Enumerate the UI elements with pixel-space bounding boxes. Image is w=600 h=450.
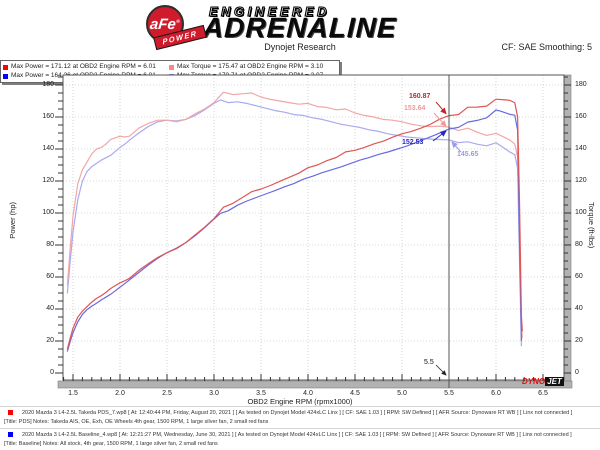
x-axis-tick-label: 3.0 <box>209 390 219 397</box>
afe-logo-text: aFe® <box>149 15 181 33</box>
y-axis-tick-label-right: 80 <box>575 241 583 248</box>
y-axis-tick-label-right: 0 <box>575 369 579 376</box>
annotation-value-label: 160.87 <box>409 93 431 100</box>
annotation-value-label: 152.53 <box>402 139 424 146</box>
y-axis-tick-label-left: 160 <box>42 113 54 120</box>
annotation-value-label: 145.65 <box>457 151 479 158</box>
y-axis-tick-label-right: 40 <box>575 305 583 312</box>
x-axis-tick-label: 1.5 <box>68 390 78 397</box>
file-entry-takeda: 2020 Mazda 3 L4-2.5L Takeda PDS_7.wp8 [ … <box>0 406 600 428</box>
x-axis-tick-label: 6.5 <box>538 390 548 397</box>
file-info-line: 2020 Mazda 3 L4-2.5L Takeda PDS_7.wp8 [ … <box>22 410 573 416</box>
y-axis-title-power: Power (hp) <box>8 202 17 239</box>
legend-swatch-red <box>3 64 8 70</box>
chart-plot-canvas <box>55 74 573 389</box>
x-axis-tick-label: 5.0 <box>397 390 407 397</box>
file-info-line: 2020 Mazda 3 L4-2.5L Baseline_4.wp8 [ At… <box>22 432 572 438</box>
x-axis-tick-label: 4.0 <box>303 390 313 397</box>
x-axis-tick-label: 5.5 <box>444 390 454 397</box>
file-bullet-red <box>8 410 13 415</box>
dyno-chart: Power (hp) Torque (ft-lbs) OBD2 Engine R… <box>0 60 600 406</box>
y-axis-tick-label-right: 120 <box>575 177 587 184</box>
y-axis-tick-label-left: 100 <box>42 209 54 216</box>
file-notes-line: [Title: PDS] Notes: Takeda AIS, OE, Exh,… <box>4 419 269 425</box>
x-axis-tick-label: 4.5 <box>350 390 360 397</box>
legend-label: Max Power = 171.12 at OBD2 Engine RPM = … <box>11 63 156 70</box>
legend-item-max-torque-takeda: Max Torque = 175.47 at OBD2 Engine RPM =… <box>169 63 333 71</box>
file-bullet-blue <box>8 432 13 437</box>
y-axis-tick-label-right: 60 <box>575 273 583 280</box>
y-axis-tick-label-left: 40 <box>46 305 54 312</box>
file-entry-baseline: 2020 Mazda 3 L4-2.5L Baseline_4.wp8 [ At… <box>0 428 600 450</box>
annotation-value-label: 153.64 <box>404 105 426 112</box>
y-axis-tick-label-left: 120 <box>42 177 54 184</box>
y-axis-tick-label-left: 80 <box>46 241 54 248</box>
dynojet-watermark: DYNO JET <box>522 377 564 386</box>
report-subtitle: Dynojet Research <box>264 42 336 52</box>
registered-mark: ® <box>176 18 181 25</box>
x-axis-tick-label: 6.0 <box>491 390 501 397</box>
y-axis-title-torque: Torque (ft-lbs) <box>587 202 596 249</box>
x-axis-tick-label: 2.5 <box>162 390 172 397</box>
legend-swatch-pink <box>169 64 174 70</box>
file-notes-line: [Title: Baseline] Notes: All stock, 4th … <box>4 441 218 447</box>
y-axis-tick-label-right: 20 <box>575 337 583 344</box>
y-axis-tick-label-right: 100 <box>575 209 587 216</box>
y-axis-tick-label-left: 60 <box>46 273 54 280</box>
brand-engineered-text: ENGINEERED <box>208 3 330 19</box>
brand-adrenaline-text: ADRENALINE <box>202 12 398 43</box>
legend-item-max-power-takeda: Max Power = 171.12 at OBD2 Engine RPM = … <box>3 63 169 71</box>
x-axis-title-rpm: OBD2 Engine RPM (rpmx1000) <box>247 397 353 406</box>
cursor-rpm-label: 5.5 <box>424 359 434 366</box>
run-file-details: 2020 Mazda 3 L4-2.5L Takeda PDS_7.wp8 [ … <box>0 406 600 450</box>
legend-label: Max Torque = 175.47 at OBD2 Engine RPM =… <box>177 63 324 70</box>
x-axis-tick-label: 3.5 <box>256 390 266 397</box>
y-axis-tick-label-left: 140 <box>42 145 54 152</box>
smoothing-setting: CF: SAE Smoothing: 5 <box>501 42 592 52</box>
y-axis-tick-label-right: 180 <box>575 81 587 88</box>
legend-swatch-blue <box>3 73 8 79</box>
y-axis-tick-label-left: 180 <box>42 81 54 88</box>
dynojet-watermark-dyno: DYNO <box>522 377 546 386</box>
y-axis-tick-label-left: 20 <box>46 337 54 344</box>
y-axis-tick-label-left: 0 <box>50 369 54 376</box>
y-axis-tick-label-right: 140 <box>575 145 587 152</box>
dynojet-watermark-jet: JET <box>545 377 564 386</box>
x-axis-tick-label: 2.0 <box>115 390 125 397</box>
y-axis-tick-label-right: 160 <box>575 113 587 120</box>
